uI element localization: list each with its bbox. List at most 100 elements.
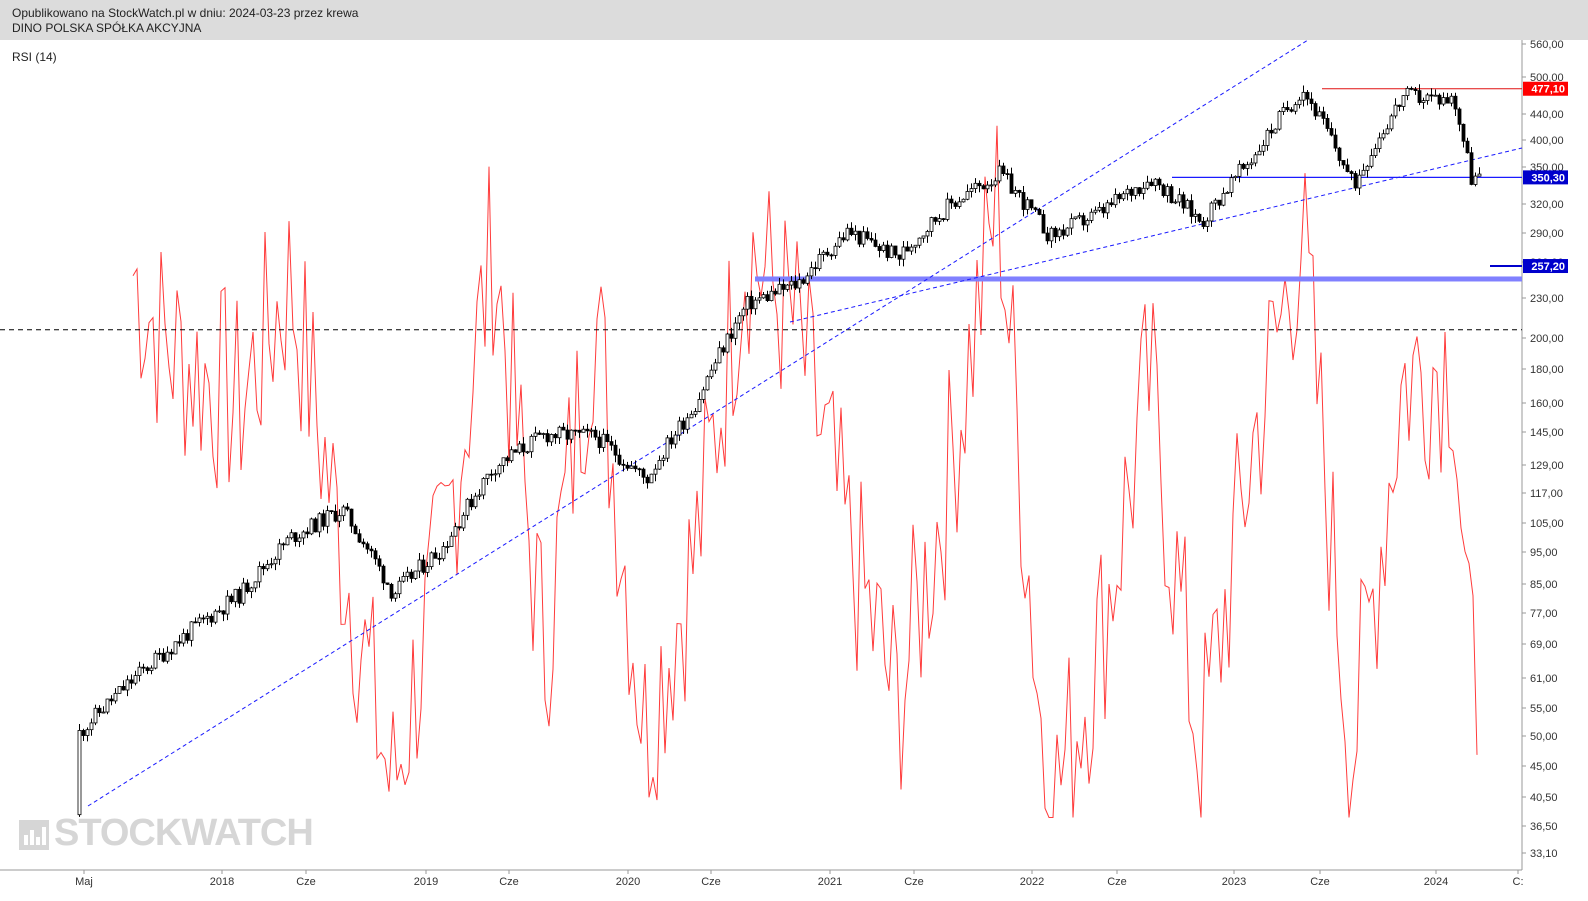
candle [1233,175,1238,181]
candle [797,273,802,293]
candle-body [273,558,278,565]
candle [137,661,142,682]
candle [717,341,722,364]
candle [209,613,214,627]
candle [865,227,870,241]
candle [673,431,678,449]
candle-body [1413,88,1418,91]
candle [1089,208,1094,224]
candle-body [149,667,154,671]
candle-body [357,533,362,543]
candle-body [1113,193,1118,206]
candle [553,432,558,444]
candle-body [929,217,934,232]
candle-body [1329,128,1334,136]
candle-body [253,581,258,589]
candle [477,489,482,500]
candle [1377,132,1382,153]
candle [565,424,570,446]
candle [929,216,934,237]
candle [1337,146,1342,167]
candle-body [1429,94,1434,97]
watermark: STOCKWATCH [54,812,314,854]
candle [1373,143,1378,158]
candle [1213,198,1218,210]
candle-body [377,558,382,567]
candle-body [229,595,234,603]
candle [1425,92,1430,105]
candle-body [1073,216,1078,220]
candle-body [1069,218,1074,229]
candle [1189,194,1194,224]
candle-body [1053,227,1058,238]
candle-body [669,437,674,445]
candle [761,291,766,299]
candle [213,609,218,625]
candle-body [741,308,746,317]
candle [469,494,474,511]
candle-body [169,651,174,655]
candle [201,614,206,624]
candle-body [1001,165,1006,175]
candle-body [425,566,430,573]
candle-body [1449,95,1454,104]
candle [309,517,314,536]
candle-body [1249,162,1254,166]
price-flag: 477,10 [1523,81,1568,96]
candle [285,535,290,546]
candle [1453,92,1458,116]
candle [1037,207,1042,216]
axes: 560,00500,00440,00400,00350,00320,00290,… [0,39,1564,888]
candle-body [953,202,958,207]
candle-body [233,588,238,603]
candle-body [1469,152,1474,185]
candle-body [449,535,454,547]
y-tick-label: 55,00 [1530,703,1558,715]
candle-body [137,666,142,676]
candle [921,235,926,243]
candle [793,275,798,290]
candle [333,504,338,523]
candle [405,566,410,582]
candle [1477,167,1482,177]
candle [1385,124,1390,135]
candle [177,634,182,647]
x-tick-label: 2023 [1222,876,1246,888]
candle-body [1057,229,1062,238]
candle [153,650,158,670]
candle [421,554,426,575]
candle [1421,97,1426,109]
trendline-long [87,39,1309,807]
candle [1369,148,1374,169]
candle-body [857,230,862,245]
candle-body [185,633,190,641]
candle [1081,212,1086,231]
candle [821,250,826,262]
candle [1025,196,1030,215]
candle [753,297,758,315]
candle-body [77,730,82,816]
candle [481,477,486,500]
candle-body [497,465,502,475]
candle [353,523,358,535]
candle-body [585,428,590,432]
candle-body [897,254,902,260]
candle [729,327,734,343]
candle [665,434,670,462]
candle-body [657,459,662,470]
candle [1457,107,1462,132]
candle [841,232,846,243]
candle [105,698,110,715]
candle [181,628,186,647]
candle [97,705,102,717]
candle [341,504,346,521]
candle [701,386,706,404]
candle-body [1157,178,1162,186]
candle-body [1473,175,1478,185]
candle-body [1081,215,1086,226]
candle [813,261,818,276]
candle-body [1393,104,1398,117]
candle [1221,187,1226,207]
candle [221,610,226,622]
